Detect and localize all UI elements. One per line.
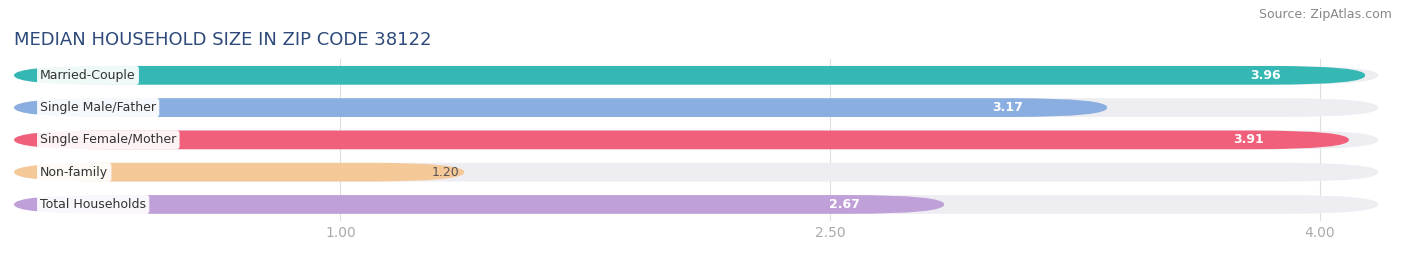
Text: 3.17: 3.17 [991, 101, 1022, 114]
Text: 3.96: 3.96 [1250, 69, 1281, 82]
Text: 2.67: 2.67 [828, 198, 859, 211]
FancyBboxPatch shape [14, 195, 945, 214]
Text: MEDIAN HOUSEHOLD SIZE IN ZIP CODE 38122: MEDIAN HOUSEHOLD SIZE IN ZIP CODE 38122 [14, 31, 432, 49]
FancyBboxPatch shape [14, 130, 1378, 149]
Text: Non-family: Non-family [41, 166, 108, 179]
Text: Single Male/Father: Single Male/Father [41, 101, 156, 114]
FancyBboxPatch shape [14, 98, 1378, 117]
Text: Total Households: Total Households [41, 198, 146, 211]
FancyBboxPatch shape [14, 163, 464, 182]
FancyBboxPatch shape [14, 66, 1378, 85]
FancyBboxPatch shape [14, 195, 1378, 214]
Text: Single Female/Mother: Single Female/Mother [41, 133, 176, 146]
Text: Married-Couple: Married-Couple [41, 69, 136, 82]
FancyBboxPatch shape [14, 130, 1348, 149]
FancyBboxPatch shape [14, 66, 1365, 85]
Text: 3.91: 3.91 [1233, 133, 1264, 146]
FancyBboxPatch shape [14, 163, 1378, 182]
Text: 1.20: 1.20 [432, 166, 460, 179]
FancyBboxPatch shape [14, 98, 1108, 117]
Text: Source: ZipAtlas.com: Source: ZipAtlas.com [1258, 8, 1392, 21]
